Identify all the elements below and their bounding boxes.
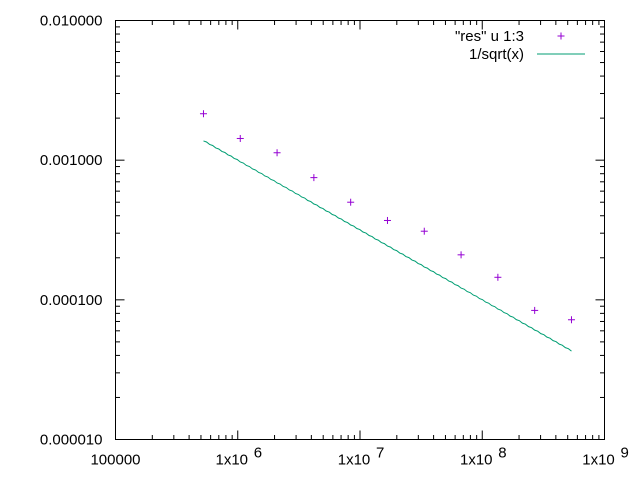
plot-frame — [115, 20, 605, 440]
y-tick-label: 0.000100 — [40, 292, 103, 309]
data-point — [273, 149, 281, 157]
x-tick-label: 1x10 — [460, 452, 493, 469]
x-tick-exponent: 9 — [621, 445, 629, 462]
plot-series — [199, 110, 575, 352]
axis-ticks — [115, 20, 605, 440]
data-point — [236, 134, 244, 142]
data-point — [494, 273, 502, 281]
legend-label: 1/sqrt(x) — [469, 46, 524, 63]
x-tick-exponent: 6 — [254, 445, 262, 462]
data-point — [420, 227, 428, 235]
x-tick-exponent: 8 — [498, 445, 506, 462]
data-point — [531, 306, 539, 314]
x-tick-label: 1x10 — [215, 452, 248, 469]
data-point — [347, 198, 355, 206]
x-tick-label: 1x10 — [338, 452, 371, 469]
legend: "res" u 1:31/sqrt(x) — [455, 28, 585, 63]
data-point — [457, 251, 465, 259]
legend-marker — [557, 32, 565, 40]
series-line-1-over-sqrt-x — [203, 140, 572, 352]
x-tick-label: 100000 — [90, 452, 140, 469]
data-point — [199, 110, 207, 118]
legend-label: "res" u 1:3 — [455, 28, 524, 45]
y-tick-label: 0.010000 — [40, 13, 103, 30]
data-point — [383, 216, 391, 224]
y-tick-label: 0.001000 — [40, 152, 103, 169]
y-tick-label: 0.000010 — [40, 432, 103, 449]
tick-labels: 0.010000 0.001000 0.000100 0.000010 100000 1x… — [40, 13, 629, 469]
x-tick-exponent: 7 — [376, 445, 384, 462]
data-point — [567, 316, 575, 324]
data-point — [310, 174, 318, 182]
x-tick-label: 1x10 — [582, 452, 615, 469]
